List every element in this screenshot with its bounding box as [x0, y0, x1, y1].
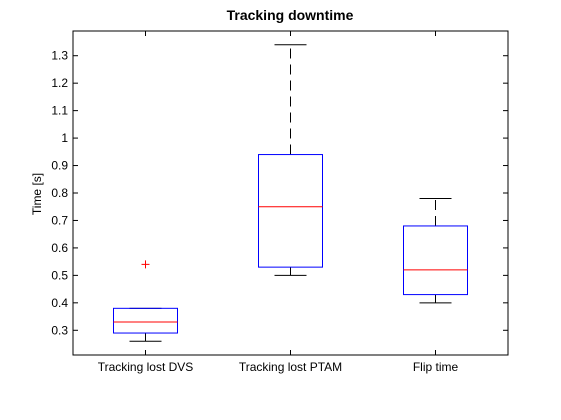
- y-tick-label: 0.3: [51, 323, 68, 337]
- y-tick-label: 0.7: [51, 213, 68, 227]
- x-tick-label: Tracking lost PTAM: [239, 360, 342, 374]
- outlier-point: [141, 260, 150, 269]
- box: [258, 154, 323, 268]
- y-axis-label: Time [s]: [30, 173, 44, 215]
- chart-title: Tracking downtime: [227, 7, 354, 23]
- y-tick-label: 0.8: [51, 186, 68, 200]
- plot-area-frame: [72, 30, 509, 356]
- box: [403, 225, 468, 296]
- y-tick-label: 0.9: [51, 159, 68, 173]
- y-tick-label: 0.6: [51, 241, 68, 255]
- y-tick-label: 1.3: [51, 49, 68, 63]
- y-tick-label: 0.5: [51, 268, 68, 282]
- x-tick-label: Tracking lost DVS: [98, 360, 194, 374]
- y-tick-label: 1: [61, 131, 68, 145]
- y-tick-label: 0.4: [51, 296, 68, 310]
- y-tick-label: 1.2: [51, 76, 68, 90]
- y-tick-label: 1.1: [51, 104, 68, 118]
- x-tick-label: Flip time: [413, 360, 459, 374]
- box: [113, 307, 178, 334]
